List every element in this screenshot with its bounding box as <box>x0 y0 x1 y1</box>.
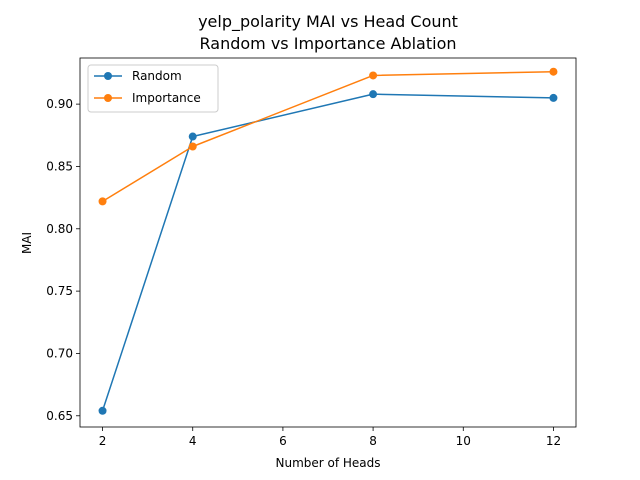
legend-label-importance: Importance <box>132 91 201 105</box>
data-point-random <box>549 93 558 102</box>
data-point-importance <box>369 71 378 80</box>
data-point-random <box>98 406 107 415</box>
y-tick-label: 0.65 <box>46 409 73 423</box>
x-axis-label: Number of Heads <box>275 456 380 470</box>
x-tick-label: 8 <box>369 434 377 448</box>
data-point-importance <box>98 197 107 206</box>
y-tick-label: 0.85 <box>46 159 73 173</box>
y-tick-label: 0.70 <box>46 346 73 360</box>
series-line-random <box>101 93 554 412</box>
axes-frame <box>79 57 577 428</box>
legend-marker-random <box>104 72 112 80</box>
x-tick-label: 2 <box>99 434 107 448</box>
chart-title: yelp_polarity MAI vs Head Count <box>198 12 458 32</box>
legend-label-random: Random <box>132 69 182 83</box>
x-tick-label: 4 <box>189 434 197 448</box>
series-line-importance <box>102 70 554 203</box>
x-tick-label: 12 <box>546 434 561 448</box>
legend: Random Importance <box>87 64 219 113</box>
data-point-random <box>369 90 378 99</box>
y-tick-label: 0.80 <box>46 222 73 236</box>
plot-area: 2 4 6 8 10 12 0.65 0.70 0.75 0.80 0.85 0.90 <box>46 57 577 448</box>
data-point-importance <box>188 142 197 151</box>
y-axis-label: MAI <box>20 232 34 254</box>
x-tick-label: 6 <box>279 434 287 448</box>
y-tick-label: 0.75 <box>46 284 73 298</box>
y-tick-label: 0.90 <box>46 97 73 111</box>
data-point-importance <box>549 67 558 76</box>
x-tick-label: 10 <box>456 434 471 448</box>
chart-subtitle: Random vs Importance Ablation <box>200 34 457 53</box>
data-point-random <box>188 132 197 141</box>
legend-marker-importance <box>104 94 112 102</box>
